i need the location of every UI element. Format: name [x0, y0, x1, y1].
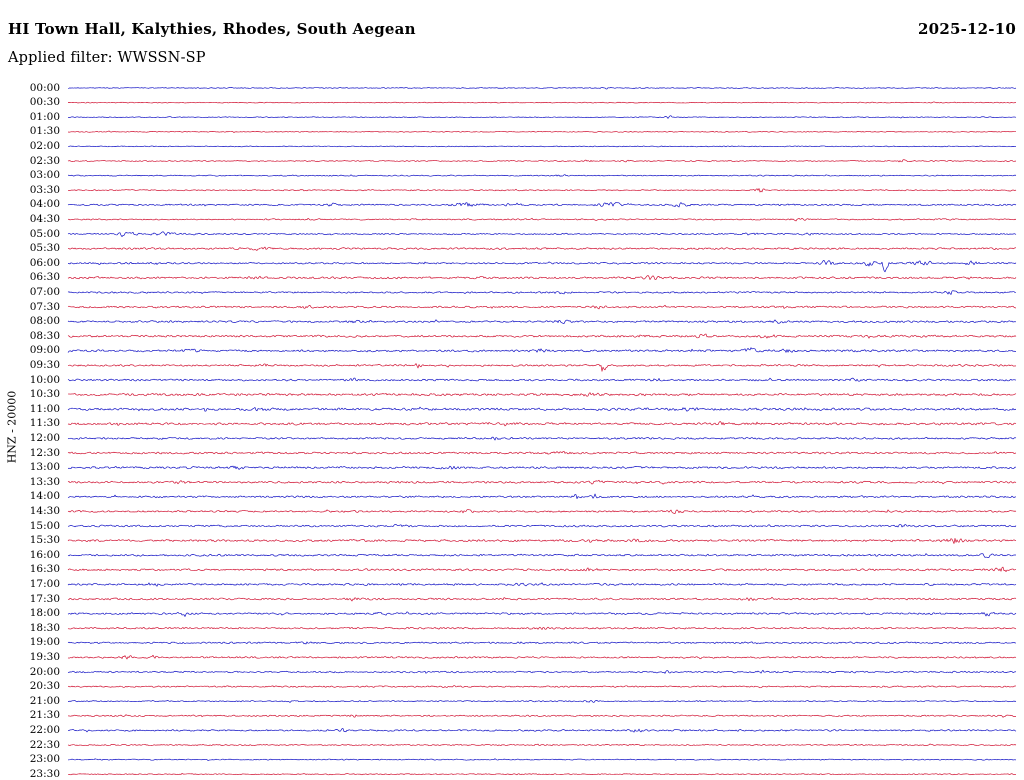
- helicorder-page: HI Town Hall, Kalythies, Rhodes, South A…: [0, 0, 1024, 780]
- trace-canvas: [0, 0, 1024, 780]
